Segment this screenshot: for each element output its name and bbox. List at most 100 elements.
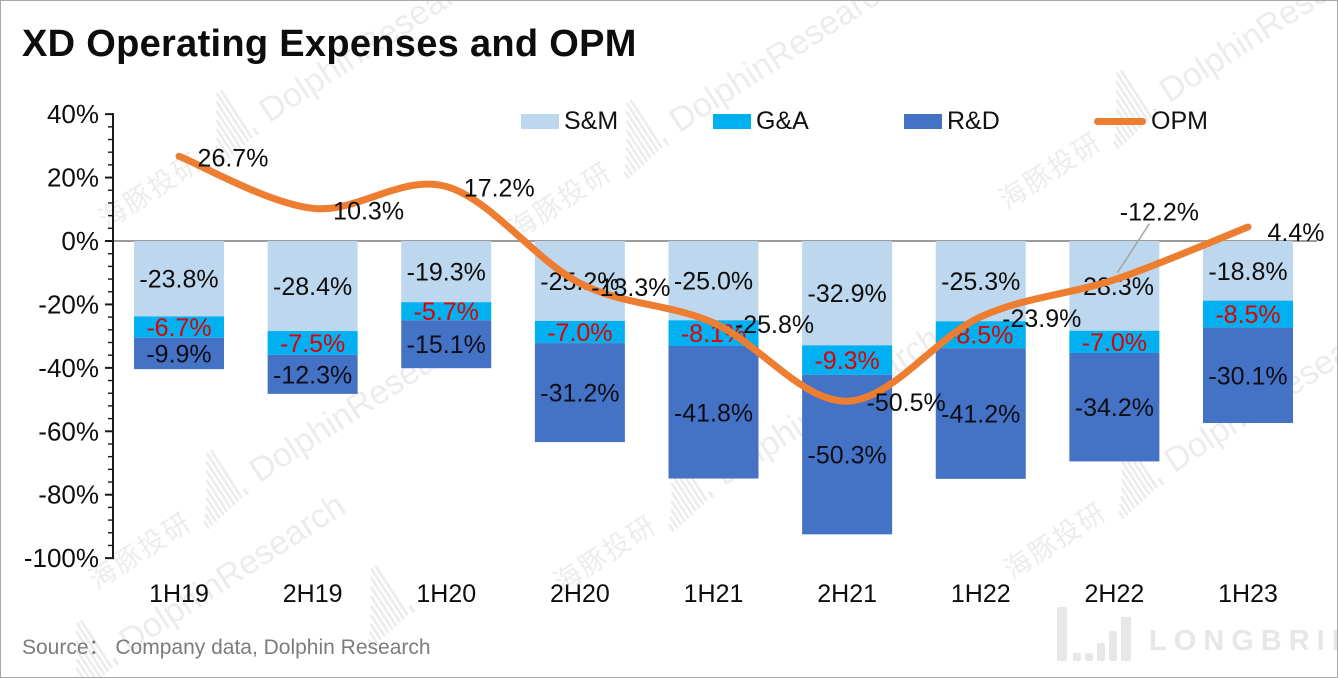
bar-label-ga: -8.5% xyxy=(1215,301,1280,329)
bar-segment-sm-1h21 xyxy=(668,241,759,321)
bar-label-sm: -19.3% xyxy=(407,259,486,287)
bar-label-sm: -32.9% xyxy=(808,280,887,308)
x-category-label: 1H22 xyxy=(951,580,1011,608)
bar-label-rd: -9.9% xyxy=(146,340,211,368)
legend-item-ga[interactable]: G&A xyxy=(713,107,809,136)
bar-label-ga: -5.7% xyxy=(414,298,479,326)
y-tick-label: -100% xyxy=(24,543,99,573)
y-tick-label: -20% xyxy=(38,289,99,319)
opm-label: 17.2% xyxy=(464,174,535,202)
y-tick-label: -40% xyxy=(38,353,99,383)
bar-segment-sm-1h19 xyxy=(134,241,224,317)
x-category-label: 2H21 xyxy=(817,580,877,608)
opm-label: 4.4% xyxy=(1268,219,1325,247)
dolphin-stripes-icon xyxy=(213,84,259,170)
bar-label-ga: -9.3% xyxy=(814,347,879,375)
bar-label-rd: -15.1% xyxy=(407,331,486,359)
longbridge-logo: LONGBRIDGE xyxy=(1057,605,1337,661)
legend-marker-line xyxy=(1094,118,1146,125)
legend-item-sm[interactable]: S&M xyxy=(521,107,618,136)
watermark-stripes-only xyxy=(336,559,426,653)
legend-label: S&M xyxy=(564,107,619,135)
bar-segment-ga-1h20 xyxy=(401,302,492,321)
x-category-label: 1H20 xyxy=(416,580,476,608)
legend-label: OPM xyxy=(1151,107,1208,135)
longbridge-bars-icon xyxy=(1057,607,1131,661)
legend-label: G&A xyxy=(756,107,809,135)
bar-segment-rd-1h19 xyxy=(134,337,224,370)
x-category-label: 2H20 xyxy=(550,580,610,608)
legend-marker-swatch xyxy=(904,114,942,129)
source-note: Source： Company data, Dolphin Research xyxy=(22,636,431,659)
bar-label-sm: -28.4% xyxy=(273,273,352,301)
legend-item-rd[interactable]: R&D xyxy=(904,107,1000,136)
y-tick-label: 20% xyxy=(47,163,99,193)
bar-label-ga: -7.0% xyxy=(547,319,612,347)
bar-segment-sm-1h23 xyxy=(1203,241,1293,301)
bar-label-rd: -41.2% xyxy=(941,401,1020,429)
opm-label: -25.8% xyxy=(735,311,814,339)
y-tick-label: -60% xyxy=(38,416,99,446)
bar-segment-rd-1h21 xyxy=(668,345,759,479)
bar-label-sm: -25.3% xyxy=(941,268,1020,296)
bar-label-sm: -23.8% xyxy=(139,266,218,294)
x-category-label: 2H19 xyxy=(283,580,343,608)
bar-label-ga: -7.5% xyxy=(280,330,345,358)
bar-segment-ga-2h22 xyxy=(1069,330,1160,353)
x-category-label: 1H19 xyxy=(149,580,209,608)
bar-segment-rd-1h20 xyxy=(401,320,492,369)
bar-segment-rd-2h19 xyxy=(267,354,358,394)
dolphin-stripes-icon xyxy=(203,444,249,530)
bar-label-rd: -50.3% xyxy=(808,442,887,470)
x-category-label: 1H23 xyxy=(1218,580,1278,608)
y-tick-label: -80% xyxy=(38,480,99,510)
legend-marker-swatch xyxy=(521,114,559,129)
legend-marker-swatch xyxy=(713,114,751,129)
chart-title: XD Operating Expenses and OPM xyxy=(22,23,637,65)
bar-segment-ga-1h19 xyxy=(134,316,224,338)
opm-line xyxy=(175,152,1252,405)
bar-segment-sm-1h20 xyxy=(401,241,492,303)
bar-segment-ga-2h20 xyxy=(534,320,625,344)
bar-label-rd: -34.2% xyxy=(1075,394,1154,422)
legend-label: R&D xyxy=(947,107,1000,135)
y-tick-label: 0% xyxy=(61,226,99,256)
bar-segment-rd-1h23 xyxy=(1203,327,1293,424)
opm-callout-leader xyxy=(1116,223,1151,274)
bar-label-rd: -30.1% xyxy=(1208,362,1287,390)
bar-segment-ga-2h21 xyxy=(802,345,893,375)
bar-segment-sm-2h19 xyxy=(267,241,358,332)
dolphin-stripes-icon xyxy=(75,614,119,677)
x-category-label: 2H22 xyxy=(1084,580,1144,608)
opm-label: -13.3% xyxy=(591,274,670,302)
opm-label: -23.9% xyxy=(1002,305,1081,333)
bar-segment-rd-1h22 xyxy=(935,348,1026,479)
bar-label-rd: -41.8% xyxy=(674,399,753,427)
bar-segment-rd-2h20 xyxy=(534,343,625,443)
dolphin-stripes-icon xyxy=(367,559,415,648)
bar-label-sm: -18.8% xyxy=(1208,258,1287,286)
dolphin-stripes-icon xyxy=(623,94,669,180)
opm-label: 26.7% xyxy=(198,144,269,172)
bar-label-sm: -25.0% xyxy=(674,268,753,296)
y-tick-label: 40% xyxy=(47,99,99,129)
legend-item-opm[interactable]: OPM xyxy=(1094,107,1208,136)
opm-label: -50.5% xyxy=(867,389,946,417)
x-category-label: 1H21 xyxy=(684,580,744,608)
longbridge-text: LONGBRIDGE xyxy=(1149,625,1337,657)
bar-segment-rd-2h22 xyxy=(1069,352,1160,462)
bar-segment-ga-2h19 xyxy=(267,331,358,355)
opm-label: 10.3% xyxy=(333,197,404,225)
bar-label-ga: -6.7% xyxy=(146,314,211,342)
bar-label-rd: -12.3% xyxy=(273,361,352,389)
bar-label-ga: -7.0% xyxy=(1082,329,1147,357)
bar-segment-ga-1h23 xyxy=(1203,300,1293,328)
opm-label: -12.2% xyxy=(1120,199,1199,227)
bar-segment-sm-2h21 xyxy=(802,241,893,346)
